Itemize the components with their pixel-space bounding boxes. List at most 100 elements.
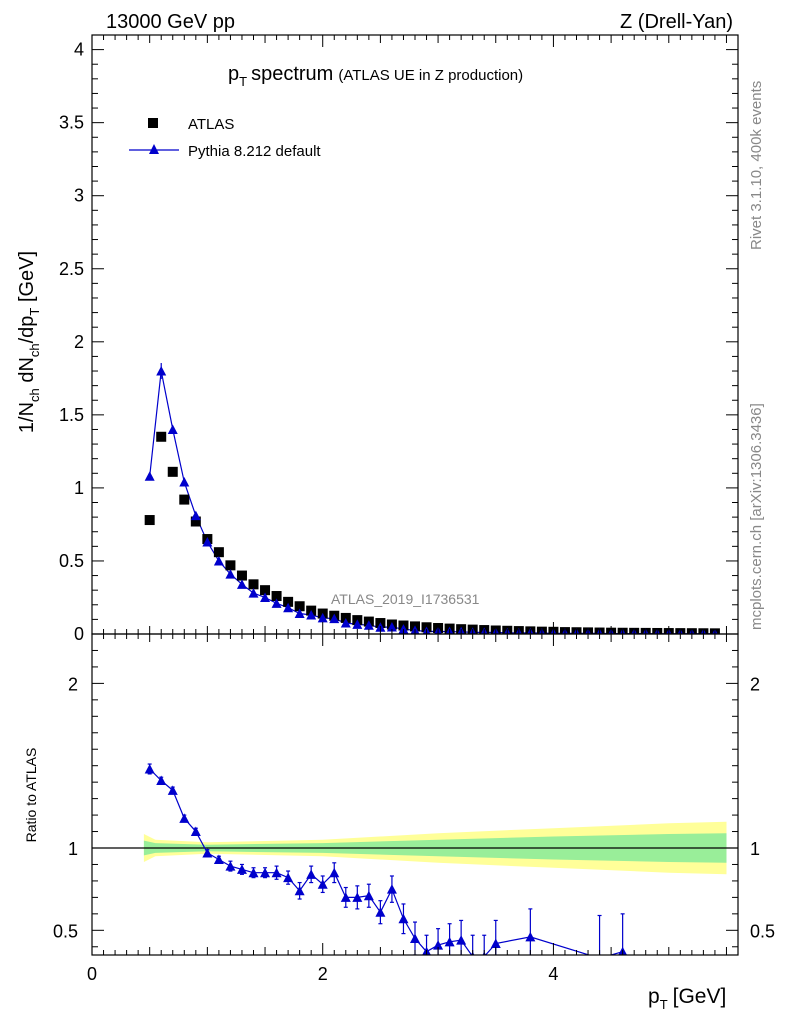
ratio-point xyxy=(410,933,420,944)
pythia-point xyxy=(179,477,190,487)
atlas-point xyxy=(156,431,167,442)
pythia-point xyxy=(225,569,236,579)
header-right-label: Z (Drell-Yan) xyxy=(620,11,733,33)
ratio-point xyxy=(271,867,282,878)
ratio-xlabel: pT [GeV] xyxy=(648,985,726,1012)
top-ytick-label: 0.5 xyxy=(59,551,84,571)
legend-pythia-marker xyxy=(149,144,159,154)
pythia-point xyxy=(294,608,305,619)
ratio-xtick-label: 4 xyxy=(548,964,558,984)
ratio-point xyxy=(456,935,467,945)
ratio-point xyxy=(167,785,178,795)
ratio-point xyxy=(306,869,317,879)
xlabel-sub: T xyxy=(660,997,668,1012)
ratio-ytick-label-right: 1 xyxy=(750,839,760,859)
top-ytick-label: 0 xyxy=(74,624,84,644)
pythia-point xyxy=(386,621,397,632)
title-p: p xyxy=(228,63,239,85)
ratio-point xyxy=(236,864,247,874)
pythia-point xyxy=(317,612,328,623)
pythia-point xyxy=(156,366,167,376)
atlas-point xyxy=(271,591,282,602)
ylabel-part-5: /dp xyxy=(16,316,38,344)
top-ytick-label: 3.5 xyxy=(59,113,84,133)
pythia-point xyxy=(306,610,317,620)
pythia-point xyxy=(271,598,282,608)
atlas-point xyxy=(260,585,271,596)
title-sub: T xyxy=(239,74,247,89)
ratio-xtick-label: 2 xyxy=(318,964,328,984)
pythia-point xyxy=(260,592,271,602)
ratio-ytick-label-right: 2 xyxy=(750,674,760,694)
atlas-point xyxy=(167,466,178,477)
atlas-point xyxy=(179,494,190,505)
atlas-point xyxy=(225,560,236,571)
pythia-point xyxy=(329,613,340,624)
ratio-point xyxy=(179,813,190,823)
pythia-point xyxy=(202,536,213,547)
pythia-point xyxy=(190,510,201,521)
top-ytick-label: 2.5 xyxy=(59,259,84,279)
ratio-point xyxy=(283,872,294,883)
axes: 0 0.5 1 1.5 2 2.5 3 3.5 4 0 2 4 0.5 0.5 1 1 2 2 xyxy=(53,34,775,984)
ratio-point xyxy=(525,931,536,942)
xlabel-unit: [GeV] xyxy=(673,985,727,1008)
source-label: mcplots.cern.ch [arXiv:1306.3436] xyxy=(748,403,765,630)
ratio-point xyxy=(248,867,259,878)
ratio-line xyxy=(149,768,623,955)
legend-atlas-label: ATLAS xyxy=(188,116,234,133)
ratio-point xyxy=(340,892,351,902)
atlas-point xyxy=(190,516,201,527)
ratio-ytick-label-right: 0.5 xyxy=(750,921,775,941)
ratio-ytick-label: 2 xyxy=(68,674,78,694)
top-ytick-label: 4 xyxy=(74,40,84,60)
pythia-point xyxy=(363,620,374,630)
ratio-point xyxy=(444,936,455,947)
ratio-point xyxy=(202,847,213,858)
pythia-point xyxy=(144,471,155,481)
ylabel-part-7: [GeV] xyxy=(16,251,38,308)
title-word: spectrum xyxy=(251,63,333,85)
ratio-point xyxy=(190,826,201,837)
rivet-version-label: Rivet 3.1.10, 400k events xyxy=(748,81,765,250)
ratio-point xyxy=(144,763,155,774)
ratio-point xyxy=(398,913,409,924)
ratio-xtick-label: 0 xyxy=(87,964,97,984)
ratio-point xyxy=(433,940,444,950)
pythia-point xyxy=(167,424,178,434)
top-ytick-label: 3 xyxy=(74,186,84,206)
ylabel-part-3: dN xyxy=(16,357,38,388)
legend: ATLAS Pythia 8.212 default xyxy=(129,116,321,160)
ratio-point xyxy=(329,867,340,878)
atlas-point xyxy=(283,596,294,607)
top-ytick-label: 1 xyxy=(74,478,84,498)
ratio-point xyxy=(490,938,501,948)
atlas-point xyxy=(340,612,351,623)
atlas-point xyxy=(144,515,155,526)
ylabel-part-6: T xyxy=(27,308,42,316)
ratio-point xyxy=(386,884,397,894)
pythia-point xyxy=(283,602,294,613)
ratio-ytick-label: 1 xyxy=(68,839,78,859)
xlabel-p: p xyxy=(648,985,660,1008)
top-ylabel: 1/Nch dNch/dpT [GeV] xyxy=(16,251,42,433)
title-extra: (ATLAS UE in Z production) xyxy=(338,67,523,84)
ratio-ylabel: Ratio to ATLAS xyxy=(23,748,39,843)
ratio-point xyxy=(317,879,328,889)
header-left-label: 13000 GeV pp xyxy=(106,11,235,33)
pythia-point xyxy=(213,555,224,566)
atlas-point xyxy=(248,579,259,590)
plot-title: pT spectrum (ATLAS UE in Z production) xyxy=(228,63,523,89)
ylabel-part-1: 1/N xyxy=(16,402,38,433)
analysis-watermark: ATLAS_2019_I1736531 xyxy=(331,591,480,607)
pythia-point xyxy=(398,624,409,634)
ratio-point xyxy=(225,861,236,871)
ratio-uncertainty-bands xyxy=(92,821,738,875)
top-ytick-label: 1.5 xyxy=(59,405,84,425)
ylabel-part-4: ch xyxy=(27,343,42,357)
ratio-point xyxy=(260,867,271,878)
pythia-point xyxy=(248,588,259,598)
ratio-point xyxy=(213,854,224,865)
ratio-point xyxy=(156,775,167,786)
